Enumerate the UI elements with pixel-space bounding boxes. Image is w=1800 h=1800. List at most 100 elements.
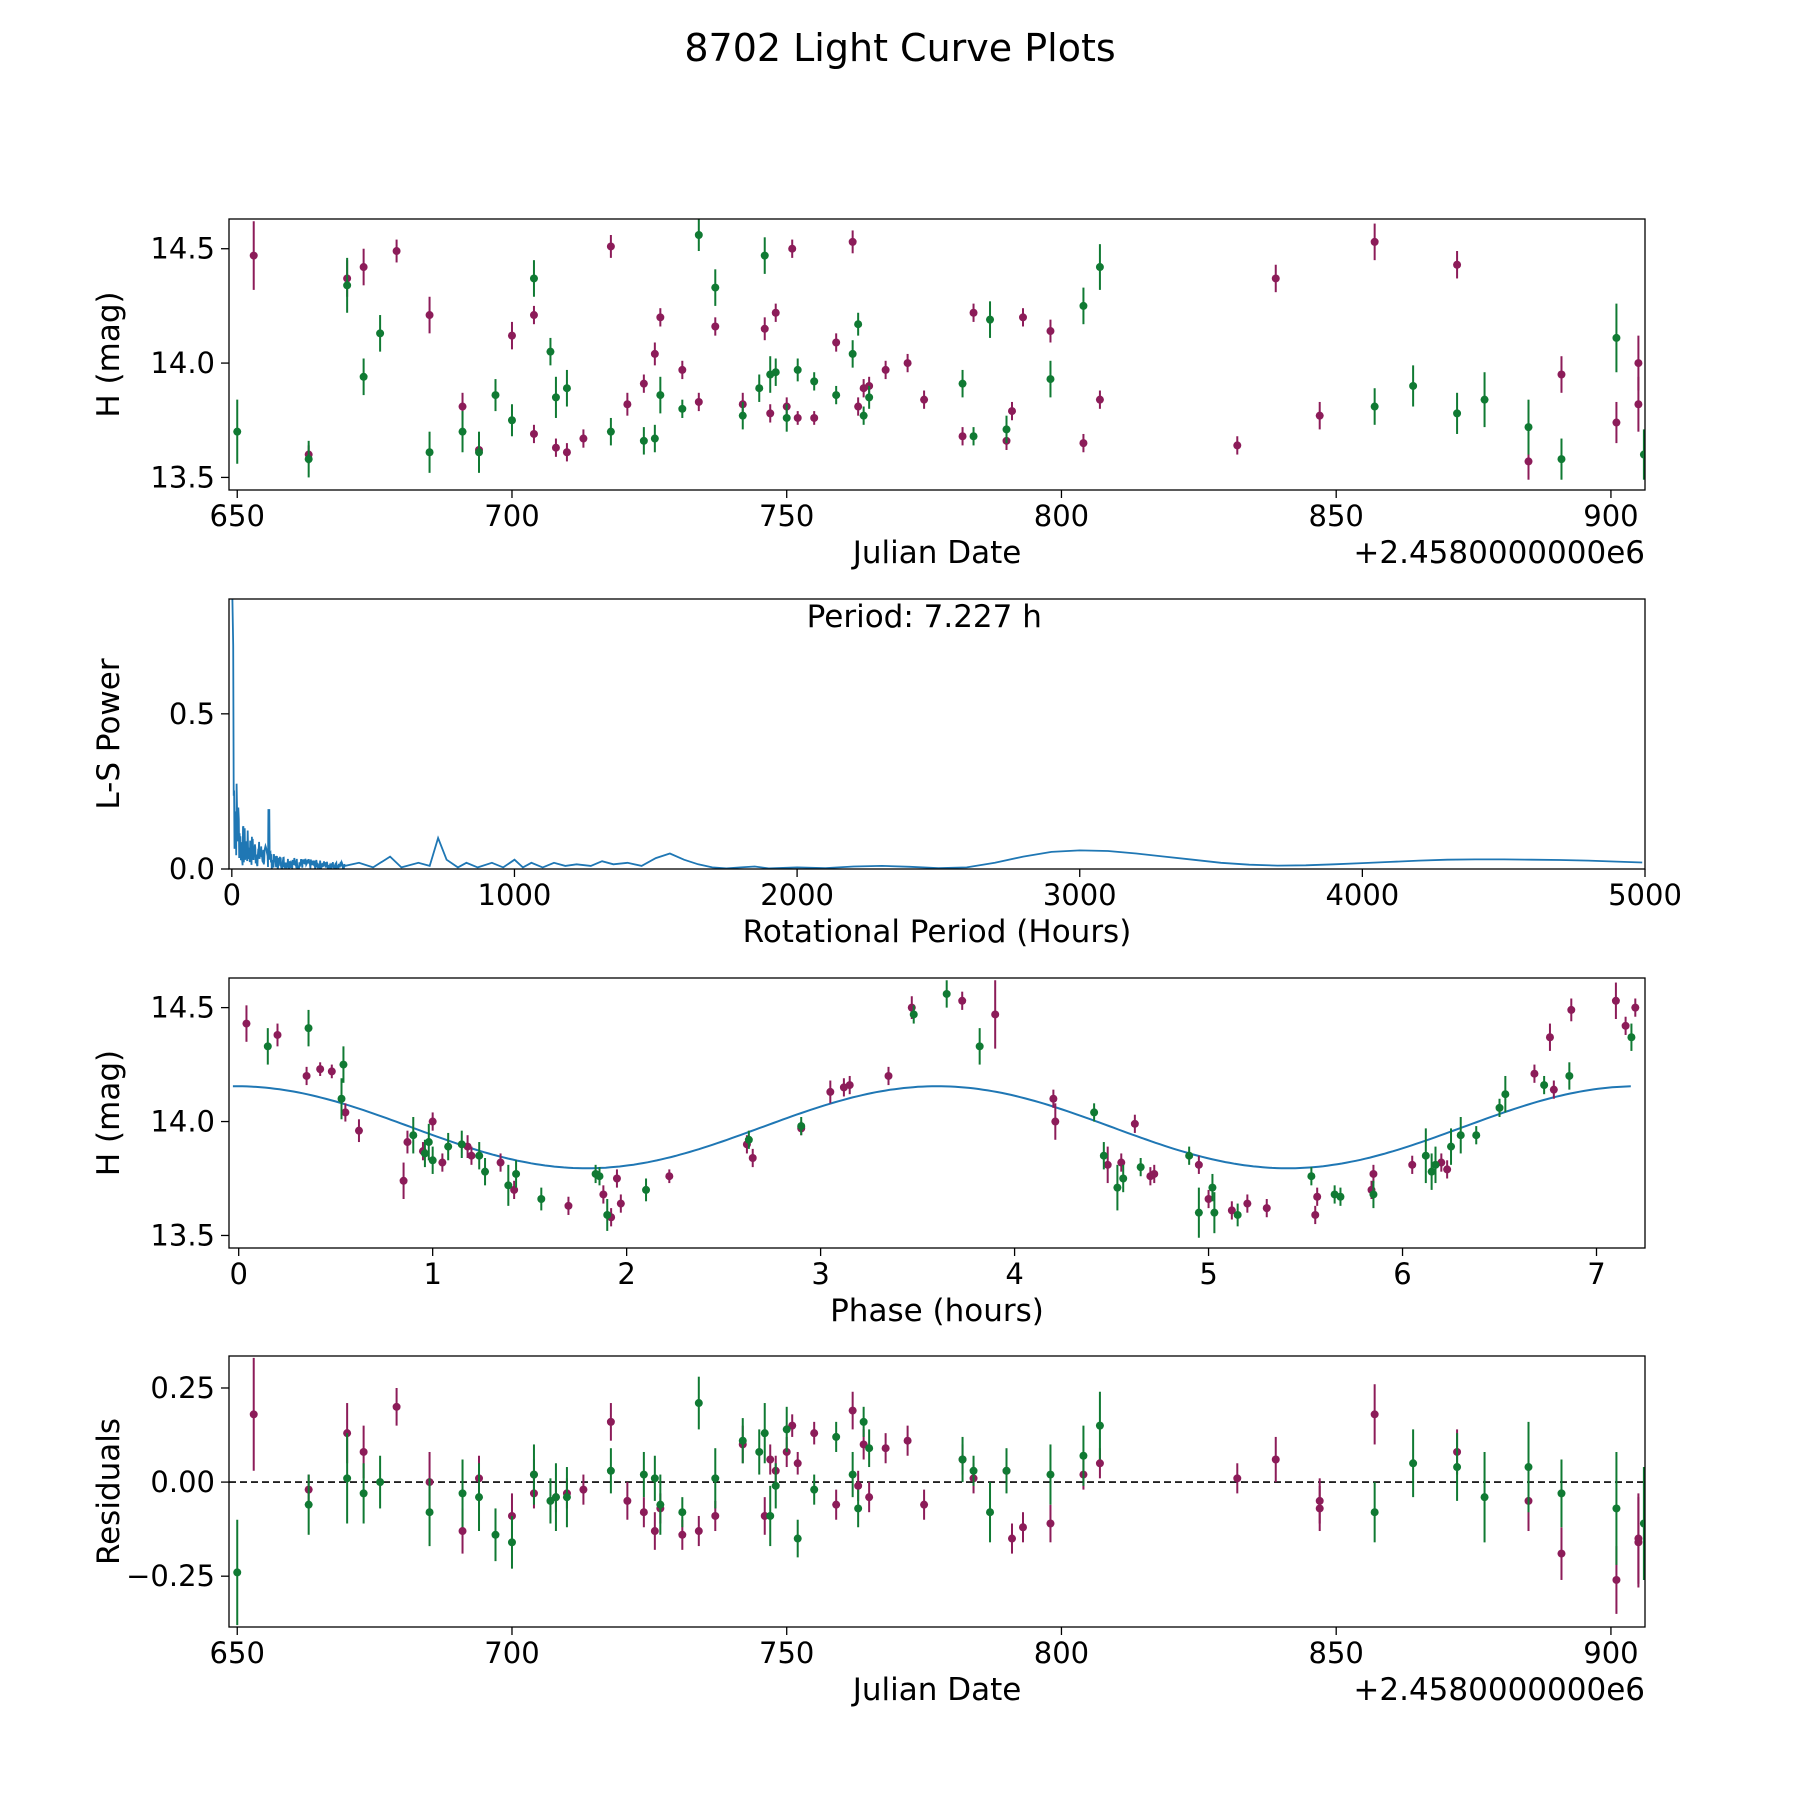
- filter-b-point: [810, 1485, 819, 1494]
- filter-b-point: [475, 1151, 484, 1160]
- filter-a-point: [1631, 1003, 1640, 1012]
- filter-a-point: [656, 313, 665, 322]
- filter-b-point: [1370, 402, 1379, 411]
- filter-a-point: [467, 1151, 476, 1160]
- filter-b-point: [782, 413, 791, 422]
- y-tick-label: 0.25: [150, 1371, 215, 1405]
- filter-b-point: [738, 411, 747, 420]
- filter-a-point: [748, 1154, 757, 1162]
- filter-a-point: [991, 1010, 1000, 1019]
- filter-b-point: [1095, 263, 1104, 272]
- filter-a-point: [1634, 1534, 1643, 1543]
- filter-b-point: [562, 384, 571, 393]
- filter-a-point: [771, 308, 780, 317]
- filter-a-point: [1311, 1210, 1320, 1219]
- filter-a-point: [616, 1199, 625, 1208]
- filter-b-point: [1336, 1192, 1345, 1201]
- x-axis-label: Rotational Period (Hours): [743, 914, 1132, 950]
- filter-a-point: [1612, 418, 1621, 427]
- periodogram-plot-area: [231, 599, 1643, 869]
- filter-a-point: [302, 1071, 311, 1080]
- filter-b-point: [1421, 1151, 1430, 1160]
- filter-b-point: [969, 1466, 978, 1475]
- filter-a-point: [854, 402, 863, 411]
- filter-a-point: [832, 1500, 841, 1509]
- filter-b-point: [1453, 409, 1462, 418]
- filter-a-point: [1453, 260, 1462, 269]
- x-tick-label: 650: [210, 1636, 265, 1670]
- filter-b-point: [420, 1149, 429, 1158]
- filter-b-point: [760, 251, 769, 260]
- filter-a-point: [845, 1081, 854, 1090]
- filter-a-point: [428, 1117, 437, 1126]
- x-tick-label: 800: [1034, 1636, 1089, 1670]
- x-tick-label: 0: [229, 1257, 247, 1291]
- filter-a-point: [359, 263, 368, 272]
- filter-b-point: [444, 1142, 453, 1151]
- filter-a-point: [766, 1455, 775, 1464]
- filter-b-point: [1612, 1504, 1621, 1513]
- filter-a-point: [1549, 1085, 1558, 1094]
- filter-a-point: [1095, 395, 1104, 404]
- filter-a-point: [579, 1485, 588, 1494]
- x-offset-label: +2.4580000000e6: [1353, 1672, 1645, 1708]
- filter-a-point: [694, 397, 703, 406]
- filter-b-point: [507, 1538, 516, 1547]
- filter-b-point: [859, 1417, 868, 1426]
- filter-a-point: [1130, 1119, 1139, 1128]
- y-tick-label: 14.0: [150, 346, 215, 380]
- filter-a-point: [1194, 1160, 1203, 1169]
- filter-b-point: [233, 1568, 242, 1577]
- filter-a-point: [650, 349, 659, 358]
- filter-a-point: [678, 365, 687, 374]
- x-tick-label: 750: [759, 499, 814, 533]
- filter-a-point: [1103, 1160, 1112, 1169]
- lightcurve-panel: 650 700 750 800 850 900 13.5 14.0 14.5 Julian Dat…: [91, 218, 1646, 571]
- filter-a-point: [639, 379, 648, 388]
- lightcurve-axes-frame: [228, 218, 1646, 491]
- x-tick-label: 2: [617, 1257, 635, 1291]
- filter-a-point: [1370, 1410, 1379, 1419]
- filter-a-point: [1567, 1005, 1576, 1014]
- filter-a-point: [793, 1459, 802, 1468]
- filter-b-point: [694, 1399, 703, 1408]
- filter-b-point: [343, 1474, 352, 1483]
- filter-a-point: [650, 1527, 659, 1536]
- filter-b-point: [969, 432, 978, 441]
- filter-b-point: [848, 349, 857, 358]
- filter-b-point: [475, 448, 484, 457]
- filter-a-point: [316, 1065, 325, 1074]
- x-tick-label: 1: [423, 1257, 441, 1291]
- filter-b-point: [650, 434, 659, 443]
- filter-a-point: [810, 1429, 819, 1438]
- filter-a-point: [1443, 1165, 1452, 1174]
- filter-a-point: [1557, 370, 1566, 379]
- filter-a-point: [639, 1508, 648, 1517]
- filter-b-point: [1480, 1493, 1489, 1502]
- filter-b-point: [546, 347, 555, 356]
- filter-b-point: [1136, 1163, 1145, 1172]
- filter-a-point: [1095, 1459, 1104, 1468]
- filter-b-point: [711, 283, 720, 292]
- filter-b-point: [1639, 1519, 1645, 1528]
- power-line: [231, 599, 1643, 869]
- filter-b-point: [1612, 333, 1621, 342]
- filter-b-point: [711, 1474, 720, 1483]
- filter-a-point: [1634, 400, 1643, 409]
- y-tick-label: 0.0: [169, 852, 215, 886]
- filter-b-point: [428, 1156, 437, 1165]
- filter-b-point: [359, 1489, 368, 1498]
- filter-a-point: [612, 1174, 621, 1183]
- x-tick-label: 850: [1309, 1636, 1364, 1670]
- filter-a-point: [273, 1030, 282, 1039]
- filter-a-point: [392, 247, 401, 256]
- filter-b-point: [832, 391, 841, 400]
- phased-panel: 0 1 2 3 4 5 6 7 13.5 14.0 14.5 Phase (hours) H (mag): [91, 977, 1646, 1329]
- filter-a-point: [551, 443, 560, 452]
- x-tick-label: 1000: [478, 878, 552, 912]
- x-tick-label: 6: [1393, 1257, 1411, 1291]
- filter-a-point: [1524, 457, 1533, 466]
- filter-a-point: [1233, 1474, 1242, 1483]
- filter-a-point: [606, 1417, 615, 1426]
